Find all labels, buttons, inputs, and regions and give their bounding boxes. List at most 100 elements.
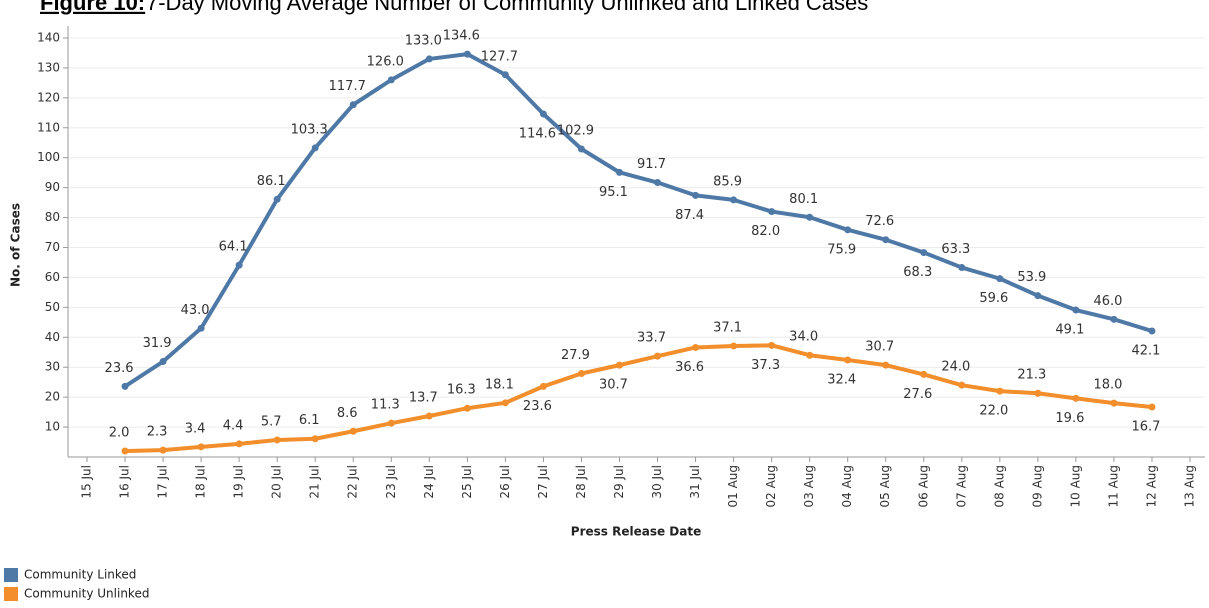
x-tick-label: 10 Aug (1068, 465, 1082, 508)
x-tick-label: 23 Jul (384, 465, 398, 499)
data-label: 91.7 (637, 157, 666, 172)
data-label: 95.1 (599, 185, 628, 200)
point (387, 419, 395, 427)
point (159, 446, 167, 454)
data-label: 85.9 (713, 174, 742, 189)
point (311, 144, 319, 152)
point (1110, 399, 1118, 407)
point (121, 382, 129, 390)
point (996, 275, 1004, 283)
data-label: 102.9 (557, 124, 594, 139)
data-label: 27.9 (561, 348, 590, 363)
x-tick-label: 08 Aug (992, 465, 1006, 508)
point (387, 76, 395, 84)
x-tick-label: 09 Aug (1030, 465, 1044, 508)
point (197, 324, 205, 332)
data-label: 3.4 (185, 421, 206, 436)
x-tick-label: 05 Aug (878, 465, 892, 508)
data-label: 30.7 (599, 378, 628, 393)
x-tick-label: 19 Jul (232, 465, 246, 499)
point (615, 168, 623, 176)
y-axis-label: No. of Cases (9, 203, 23, 287)
data-label: 42.1 (1131, 343, 1160, 358)
data-label: 87.4 (675, 208, 704, 223)
point (730, 196, 738, 204)
point (958, 381, 966, 389)
data-label: 114.6 (519, 126, 556, 141)
y-tick-label: 120 (37, 90, 60, 104)
data-label: 11.3 (371, 398, 400, 413)
point (806, 351, 814, 359)
data-label: 59.6 (979, 291, 1008, 306)
data-label: 68.3 (903, 265, 932, 280)
y-tick-label: 60 (45, 270, 60, 284)
point (577, 369, 585, 377)
x-tick-label: 03 Aug (802, 465, 816, 508)
point (235, 440, 243, 448)
data-label: 63.3 (941, 242, 970, 257)
y-tick-label: 20 (45, 390, 60, 404)
data-label: 32.4 (827, 373, 856, 388)
data-label: 18.0 (1093, 378, 1122, 393)
point (197, 443, 205, 451)
x-tick-label: 30 Jul (650, 465, 664, 499)
data-label: 37.1 (713, 320, 742, 335)
data-label: 86.1 (257, 174, 286, 189)
x-tick-label: 17 Jul (156, 465, 170, 499)
y-tick-label: 90 (45, 180, 60, 194)
data-label: 23.6 (105, 361, 134, 376)
data-label: 6.1 (299, 413, 320, 428)
point (501, 71, 509, 79)
y-tick-label: 130 (37, 60, 60, 74)
point (958, 264, 966, 272)
point (882, 361, 890, 369)
y-tick-label: 40 (45, 330, 60, 344)
x-tick-label: 28 Jul (574, 465, 588, 499)
x-tick-label: 04 Aug (840, 465, 854, 508)
data-label: 16.7 (1131, 420, 1160, 435)
data-label: 21.3 (1017, 368, 1046, 383)
point (463, 404, 471, 412)
data-label: 19.6 (1055, 411, 1084, 426)
data-label: 34.0 (789, 330, 818, 345)
data-label: 82.0 (751, 224, 780, 239)
data-label: 36.6 (675, 360, 704, 375)
chart-title: 7-Day Moving Average Number of Community… (146, 0, 868, 15)
data-label: 46.0 (1093, 294, 1122, 309)
data-label: 126.0 (367, 54, 404, 69)
x-tick-label: 29 Jul (612, 465, 626, 499)
x-tick-label: 27 Jul (536, 465, 550, 499)
data-label: 27.6 (903, 387, 932, 402)
data-label: 75.9 (827, 242, 856, 257)
data-label: 31.9 (143, 336, 172, 351)
y-tick-label: 140 (37, 30, 60, 44)
legend-label: Community Linked (24, 568, 136, 582)
point (311, 435, 319, 443)
x-tick-label: 31 Jul (688, 465, 702, 499)
data-label: 49.1 (1055, 323, 1084, 338)
point (806, 213, 814, 221)
y-tick-label: 70 (45, 240, 60, 254)
point (121, 447, 129, 455)
y-tick-label: 30 (45, 360, 60, 374)
point (539, 382, 547, 390)
point (539, 110, 547, 118)
x-tick-label: 01 Aug (726, 465, 740, 508)
x-axis-label: Press Release Date (571, 525, 701, 539)
point (1072, 394, 1080, 402)
data-label: 53.9 (1017, 270, 1046, 285)
point (768, 341, 776, 349)
data-label: 4.4 (223, 418, 244, 433)
point (692, 191, 700, 199)
point (844, 356, 852, 364)
data-label: 16.3 (447, 383, 476, 398)
point (882, 236, 890, 244)
y-tick-label: 50 (45, 300, 60, 314)
point (1148, 327, 1156, 335)
point (920, 249, 928, 257)
x-tick-label: 15 Jul (80, 465, 94, 499)
x-tick-label: 25 Jul (460, 465, 474, 499)
x-tick-label: 07 Aug (954, 465, 968, 508)
series-line (124, 343, 1153, 454)
x-tick-label: 13 Aug (1183, 465, 1197, 508)
